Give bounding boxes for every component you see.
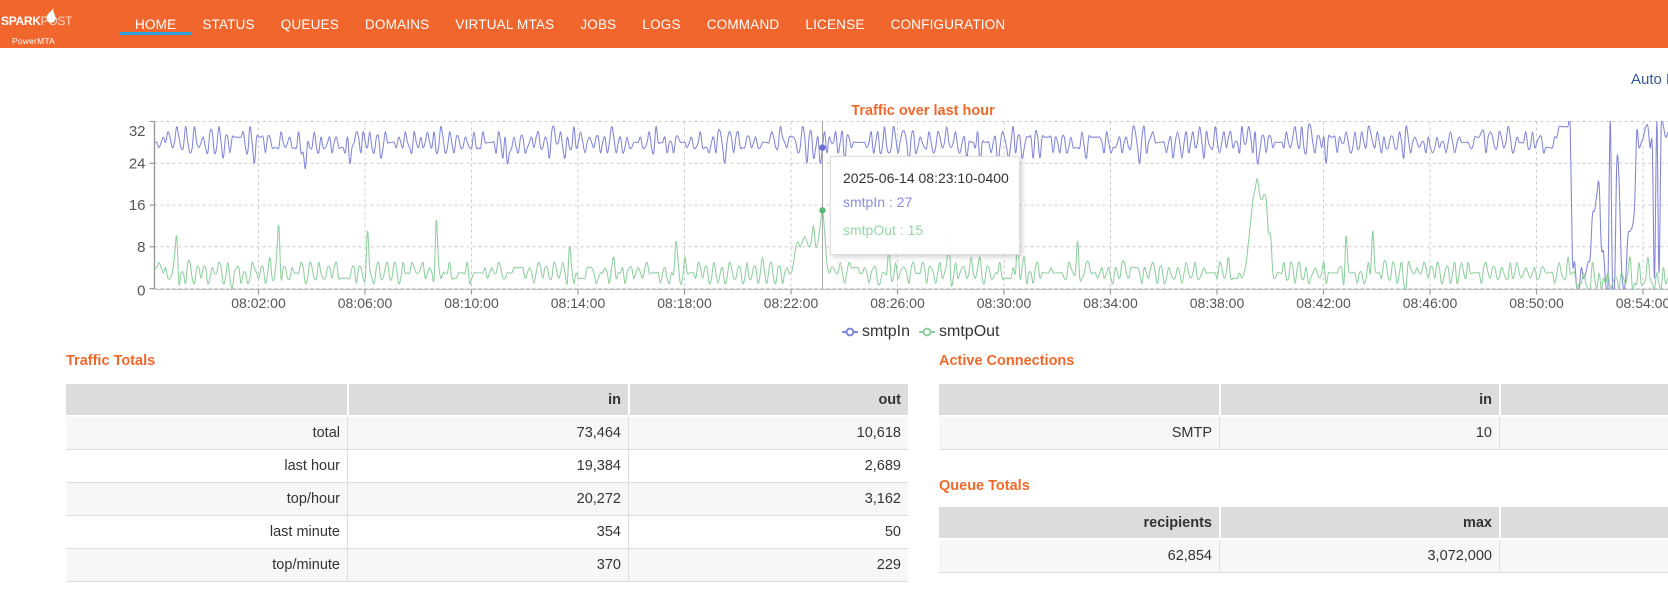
svg-text:16: 16 <box>129 197 146 214</box>
svg-text:8: 8 <box>137 239 145 256</box>
svg-text:08:06:00: 08:06:00 <box>338 295 393 311</box>
svg-text:08:42:00: 08:42:00 <box>1296 295 1351 311</box>
svg-text:32: 32 <box>129 123 146 140</box>
svg-text:0: 0 <box>137 283 145 300</box>
svg-text:08:46:00: 08:46:00 <box>1403 295 1458 311</box>
svg-text:08:14:00: 08:14:00 <box>551 295 606 311</box>
svg-text:08:10:00: 08:10:00 <box>444 295 499 311</box>
svg-text:08:18:00: 08:18:00 <box>657 295 712 311</box>
svg-text:24: 24 <box>129 155 146 172</box>
svg-text:08:22:00: 08:22:00 <box>764 295 819 311</box>
svg-text:08:30:00: 08:30:00 <box>977 295 1032 311</box>
svg-text:08:38:00: 08:38:00 <box>1190 295 1245 311</box>
svg-text:08:26:00: 08:26:00 <box>870 295 925 311</box>
svg-text:08:54:00: 08:54:00 <box>1616 295 1668 311</box>
svg-text:08:50:00: 08:50:00 <box>1509 295 1564 311</box>
svg-text:08:34:00: 08:34:00 <box>1083 295 1138 311</box>
svg-text:08:02:00: 08:02:00 <box>231 295 286 311</box>
